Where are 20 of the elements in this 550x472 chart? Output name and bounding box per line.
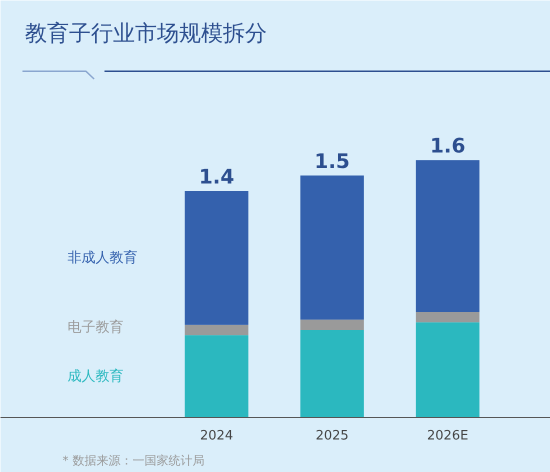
bar: [184, 335, 248, 418]
bar: [416, 322, 480, 418]
text: 成人教育: [68, 367, 124, 384]
annotation: 1.5: [314, 148, 350, 173]
x-tick-label: 2025: [316, 428, 349, 444]
annotation: 1.6: [430, 133, 466, 158]
bar: [416, 312, 480, 322]
bar: [300, 176, 364, 320]
bar: [300, 330, 364, 418]
annotation: 1.4: [198, 164, 234, 188]
text: 电子教育: [68, 318, 124, 336]
text: * 数据来源：一国家统计局: [62, 454, 204, 468]
text: 非成人教育: [68, 248, 138, 266]
bar: [300, 320, 364, 330]
bar: [184, 190, 248, 325]
bar: [184, 324, 248, 336]
chart-title: 教育子行业市场规模拆分: [24, 20, 267, 46]
bar: [416, 160, 480, 312]
x-tick-label: 2026E: [427, 428, 468, 444]
x-tick-label: 2024: [200, 428, 234, 444]
